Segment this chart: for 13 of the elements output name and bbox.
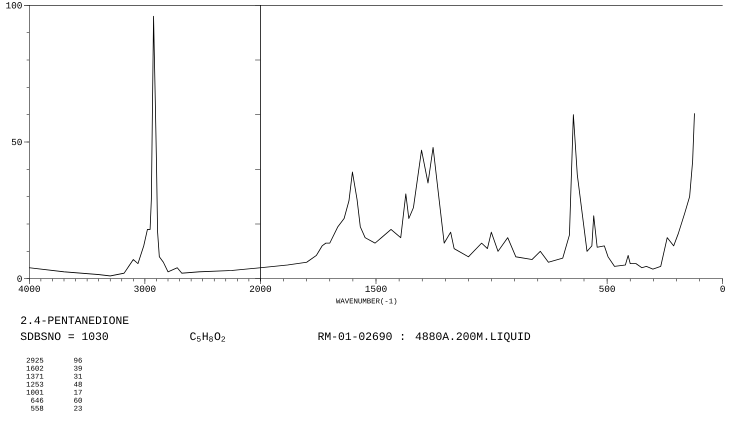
x-tick-label: 3000 — [134, 286, 156, 292]
text: SDBSNO = 1030 — [20, 332, 108, 340]
x-tick-label: 2000 — [250, 286, 272, 292]
y-tick-label: 50 — [12, 138, 22, 146]
x-tick-label: 500 — [599, 286, 615, 292]
text: RM-01-02690 : 4880A.200M.LIQUID — [318, 332, 530, 342]
text: C$_{5}$H$_{8}$O$_{2}$ — [190, 332, 226, 342]
x-tick-label: 0 — [720, 286, 725, 292]
text: 2.4-PENTANEDIONE — [21, 316, 128, 324]
x-tick-label: 1500 — [365, 286, 387, 292]
y-tick-label: 100 — [6, 2, 22, 8]
x-tick-label: 4000 — [18, 286, 40, 292]
y-tick-label: 0 — [17, 276, 22, 282]
